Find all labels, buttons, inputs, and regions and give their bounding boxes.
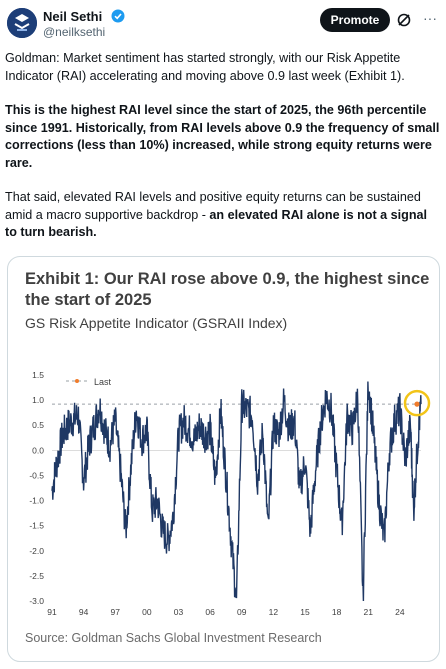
x-tick-label: 12 [269, 607, 279, 617]
legend-label: Last [94, 377, 112, 387]
x-tick-label: 24 [395, 607, 405, 617]
x-tick-label: 18 [332, 607, 342, 617]
x-axis: 91 94 97 00 03 06 09 12 15 18 21 24 [47, 607, 405, 617]
x-tick-label: 09 [237, 607, 247, 617]
rai-chart: 1.51.00.50.0-0.5-1.0-1.5-2.0-2.5-3.0 91 9… [29, 370, 431, 617]
x-tick-label: 15 [300, 607, 310, 617]
author-name[interactable]: Neil Sethi [43, 9, 103, 24]
x-tick-label: 00 [142, 607, 152, 617]
exhibit-card[interactable]: Exhibit 1: Our RAI rose above 0.9, the h… [7, 256, 440, 662]
x-tick-label: 21 [364, 607, 374, 617]
y-tick-label: -0.5 [29, 470, 44, 480]
x-tick-label: 91 [47, 607, 57, 617]
highlight-circle [403, 389, 431, 417]
promote-button[interactable]: Promote [320, 8, 390, 32]
y-axis: 1.5 1.0 0.5 0.0 -0.5 -1.0 -1.5 -2.0 -2.5 -3.0 [29, 370, 421, 606]
tweet-paragraph-2: This is the highest RAI level since the … [5, 103, 440, 170]
y-tick-label: 1.5 [32, 370, 44, 380]
exhibit-source: Source: Goldman Sachs Global Investment … [25, 631, 322, 645]
x-tick-label: 03 [174, 607, 184, 617]
chart-legend: Last [66, 377, 112, 387]
exhibit-title: Exhibit 1: Our RAI rose above 0.9, the h… [25, 270, 430, 309]
author-handle[interactable]: @neilksethi [43, 25, 106, 39]
y-tick-label: 1.0 [32, 395, 44, 405]
more-icon[interactable]: ··· [423, 10, 437, 26]
grok-icon[interactable] [396, 12, 412, 28]
tweet-paragraph-3: That said, elevated RAI levels and posit… [5, 189, 441, 242]
x-tick-label: 06 [205, 607, 215, 617]
exhibit-subtitle: GS Risk Appetite Indicator (GSRAII Index… [25, 315, 288, 331]
tweet-paragraph-1: Goldman: Market sentiment has started st… [5, 51, 405, 83]
tweet-paragraph-3-plain: That said, elevated RAI levels and posit… [5, 190, 421, 222]
last-value-marker [414, 401, 420, 407]
y-tick-label: -3.0 [29, 596, 44, 606]
verified-badge-icon [111, 9, 125, 23]
y-tick-label: -2.5 [29, 571, 44, 581]
y-tick-label: -1.0 [29, 496, 44, 506]
y-tick-label: 0.0 [32, 445, 44, 455]
avatar[interactable] [7, 8, 37, 38]
tweet-text: Goldman: Market sentiment has started st… [5, 50, 441, 259]
tweet-header: Neil Sethi @neilksethi Promote ··· [0, 0, 446, 44]
legend-dot [75, 379, 79, 383]
tweet-paragraph-3-bold: an elevated RAI alone is not a signal to… [5, 207, 428, 240]
y-tick-label: -1.5 [29, 521, 44, 531]
avatar-logo [7, 8, 37, 38]
y-tick-label: 0.5 [32, 420, 44, 430]
x-tick-label: 97 [111, 607, 121, 617]
rai-series-line [51, 381, 422, 602]
x-tick-label: 94 [79, 607, 89, 617]
y-tick-label: -2.0 [29, 546, 44, 556]
